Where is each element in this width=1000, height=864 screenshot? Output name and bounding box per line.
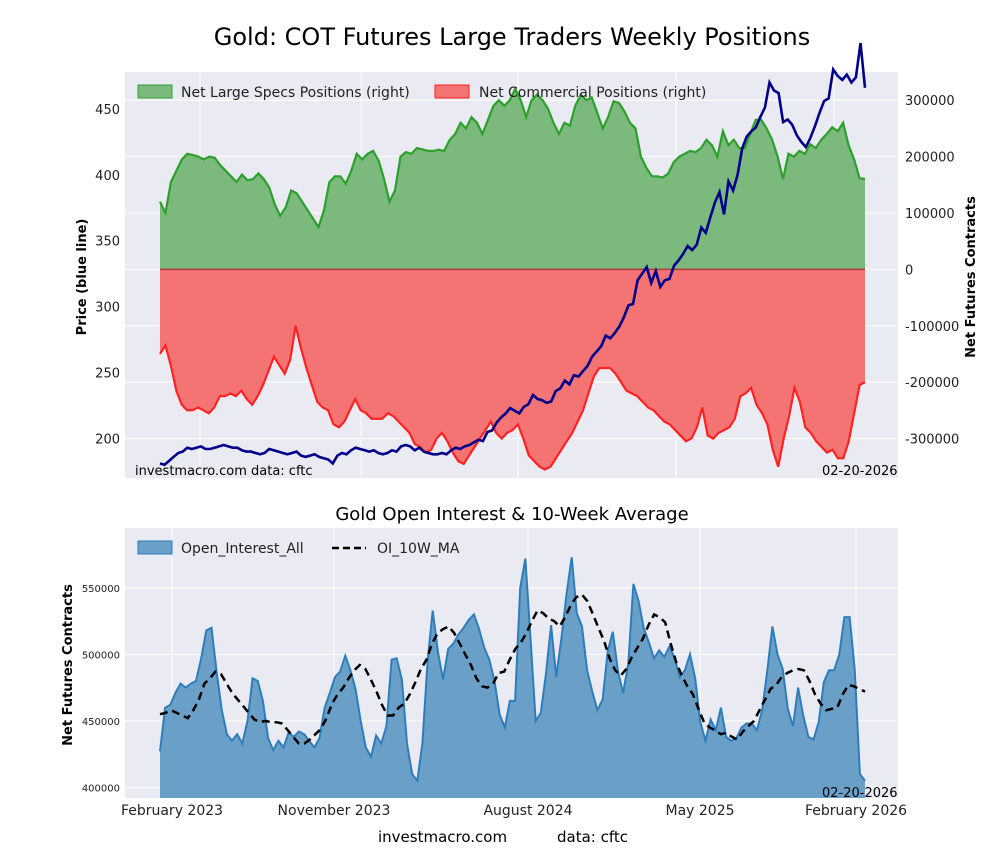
bottom-tick-label: 550000 [82,584,120,595]
bottom-legend: Open_Interest_All OI_10W_MA [137,540,460,557]
bottom-tick-label: 450000 [82,717,120,728]
oi-line [159,557,866,784]
right-axis-ticks: -300000 -200000 -100000 0 100000 200000 300000 [905,94,959,447]
x-tick-label: February 2023 [121,803,223,819]
left-tick-label: 450 [95,103,120,118]
oi-ma-line [159,592,866,745]
legend-label-ma: OI_10W_MA [377,541,460,557]
price-line [159,42,867,467]
bottom-tick-label: 500000 [82,650,120,661]
comm-line [159,325,866,471]
x-tick-label: February 2026 [805,803,907,819]
legend-swatch-comm [434,84,470,99]
legend-swatch-specs [137,84,173,99]
right-tick-label: 200000 [905,151,955,166]
legend-label-specs: Net Large Specs Positions (right) [181,85,410,101]
legend-label-oi: Open_Interest_All [181,541,304,557]
comm-area [160,269,865,470]
x-tick-label: May 2025 [665,803,734,819]
right-tick-label: -200000 [905,376,959,391]
left-tick-label: 250 [95,367,120,382]
x-tick-label: November 2023 [278,803,391,819]
chart-title: Gold: COT Futures Large Traders Weekly P… [214,23,810,51]
left-axis-label: Price (blue line) [75,219,90,336]
legend-label-comm: Net Commercial Positions (right) [479,85,706,101]
left-tick-label: 200 [95,432,120,447]
bottom-chart-title: Gold Open Interest & 10-Week Average [335,504,688,525]
top-area-series [159,42,867,471]
right-tick-label: -300000 [905,433,959,448]
right-tick-label: 0 [905,263,913,278]
right-axis-label: Net Futures Contracts [964,196,979,358]
bottom-x-ticks: February 2023 November 2023 August 2024 May… [121,803,907,819]
right-tick-label: 100000 [905,207,955,222]
legend-swatch-oi [137,540,173,555]
left-tick-label: 400 [95,169,120,184]
right-tick-label: 300000 [905,94,955,109]
bottom-y-ticks: 400000 450000 500000 550000 [82,584,120,795]
right-tick-label: -100000 [905,320,959,335]
bottom-area-series [159,557,866,798]
bottom-tick-label: 400000 [82,783,120,794]
bottom-axis-label: Net Futures Contracts [61,584,76,746]
footer-left: investmacro.com [378,828,507,846]
left-tick-label: 300 [95,301,120,316]
specs-area [160,88,865,270]
bottom-note-right: 02-20-2026 [822,786,898,801]
oi-area [160,557,865,798]
x-tick-label: August 2024 [483,803,572,819]
footer-right: data: cftc [557,828,628,846]
top-legend: Net Large Specs Positions (right) Net Co… [137,84,706,101]
top-note-left: investmacro.com data: cftc [135,464,313,479]
specs-line [159,86,866,230]
top-note-right: 02-20-2026 [822,464,898,479]
left-axis-ticks: 200 250 300 350 400 450 [95,103,120,448]
left-tick-label: 350 [95,235,120,250]
